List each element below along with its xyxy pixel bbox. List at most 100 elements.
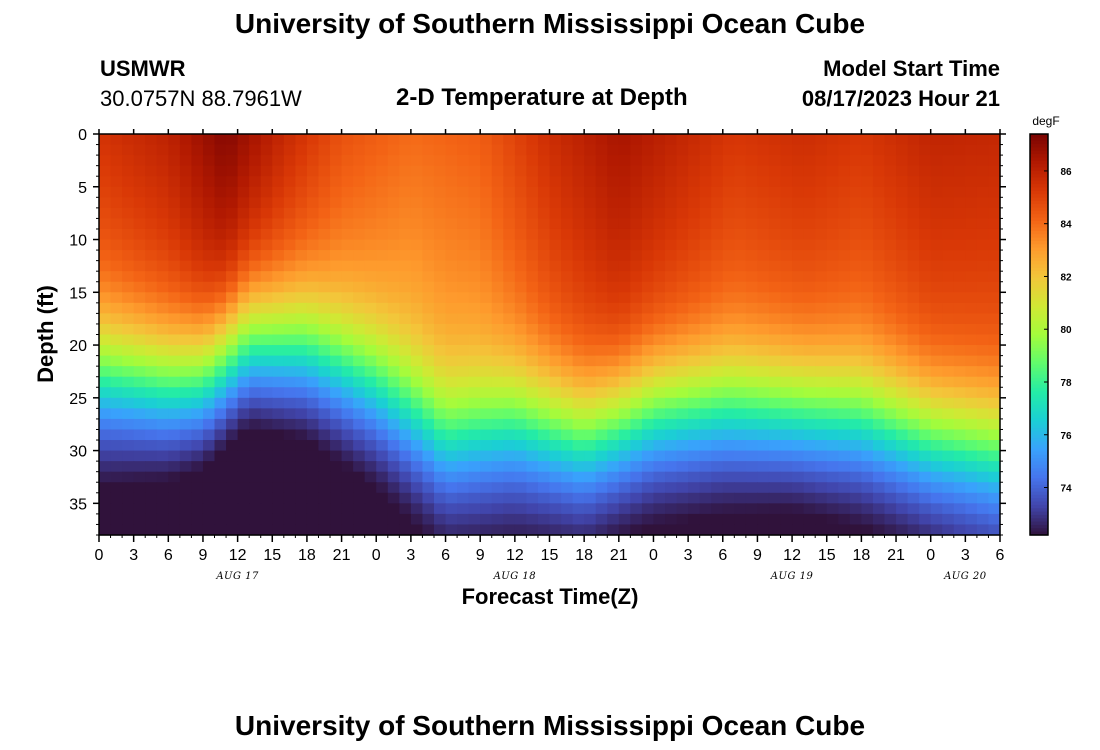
- heatmap-cell: [907, 313, 920, 325]
- heatmap-cell: [607, 134, 620, 146]
- colorbar-segment: [1030, 334, 1048, 339]
- heatmap-cell: [595, 366, 608, 378]
- heatmap-cell: [122, 239, 135, 251]
- heatmap-cell: [942, 313, 955, 325]
- heatmap-cell: [514, 387, 527, 399]
- heatmap-cell: [792, 503, 805, 515]
- heatmap-cell: [745, 186, 759, 198]
- y-tick-label: 15: [69, 285, 87, 302]
- heatmap-cell: [503, 461, 516, 473]
- heatmap-cell: [306, 176, 320, 188]
- heatmap-cell: [353, 281, 366, 293]
- heatmap-cell: [699, 450, 712, 462]
- heatmap-cell: [422, 186, 435, 198]
- heatmap-cell: [919, 524, 932, 536]
- heatmap-cell: [641, 239, 655, 251]
- heatmap-cell: [561, 260, 574, 272]
- heatmap-cell: [618, 366, 631, 378]
- heatmap-cell: [260, 397, 273, 409]
- heatmap-cell: [295, 440, 308, 452]
- heatmap-cell: [803, 482, 816, 494]
- heatmap-cell: [907, 165, 920, 177]
- heatmap-cell: [861, 492, 874, 504]
- heatmap-cell: [942, 345, 955, 357]
- heatmap-cell: [595, 323, 608, 336]
- heatmap-cell: [168, 513, 181, 526]
- heatmap-cell: [457, 207, 470, 220]
- heatmap-cell: [260, 513, 273, 526]
- heatmap-cell: [849, 429, 862, 441]
- x-date-label: AUG 18: [493, 571, 537, 582]
- heatmap-cell: [226, 355, 239, 367]
- heatmap-cell: [110, 144, 123, 156]
- heatmap-cell: [884, 524, 897, 536]
- heatmap-cell: [237, 418, 250, 431]
- heatmap-cell: [330, 440, 343, 452]
- heatmap-cell: [110, 176, 123, 188]
- heatmap-cell: [618, 197, 631, 209]
- heatmap-cell: [953, 429, 966, 441]
- heatmap-cell: [122, 482, 135, 494]
- heatmap-cell: [330, 471, 343, 483]
- heatmap-cell: [849, 440, 862, 452]
- heatmap-cell: [584, 471, 597, 483]
- heatmap-cell: [618, 281, 631, 293]
- heatmap-cell: [237, 524, 250, 536]
- heatmap-cell: [826, 165, 839, 177]
- heatmap-cell: [826, 461, 839, 473]
- heatmap-cell: [641, 271, 655, 283]
- heatmap-cell: [260, 450, 273, 462]
- heatmap-cell: [156, 429, 169, 441]
- heatmap-cell: [653, 228, 666, 241]
- heatmap-cell: [526, 250, 539, 262]
- heatmap-cell: [711, 376, 724, 388]
- heatmap-cell: [907, 144, 920, 156]
- heatmap-cell: [376, 313, 389, 325]
- heatmap-cell: [168, 471, 181, 483]
- heatmap-cell: [179, 440, 193, 452]
- heatmap-cell: [607, 461, 620, 473]
- heatmap-cell: [896, 492, 909, 504]
- heatmap-cell: [630, 207, 643, 220]
- heatmap-cell: [676, 165, 689, 177]
- heatmap-cell: [122, 144, 135, 156]
- heatmap-cell: [676, 302, 689, 314]
- heatmap-cell: [283, 165, 296, 177]
- heatmap-cell: [965, 144, 978, 156]
- heatmap-cell: [306, 207, 320, 220]
- heatmap-cell: [907, 376, 920, 388]
- heatmap-cell: [376, 397, 389, 409]
- heatmap-cell: [306, 281, 320, 293]
- heatmap-cell: [376, 471, 389, 483]
- heatmap-cell: [503, 355, 516, 367]
- heatmap-cell: [976, 155, 990, 167]
- heatmap-cell: [376, 186, 389, 198]
- heatmap-cell: [711, 302, 724, 314]
- heatmap-cell: [826, 250, 839, 262]
- heatmap-cell: [780, 207, 793, 220]
- heatmap-cell: [722, 165, 735, 177]
- heatmap-cell: [145, 408, 158, 420]
- heatmap-cell: [410, 134, 424, 146]
- heatmap-cell: [422, 461, 435, 473]
- heatmap-cell: [457, 345, 470, 357]
- heatmap-cell: [907, 366, 920, 378]
- heatmap-cell: [226, 218, 239, 230]
- heatmap-cell: [122, 471, 135, 483]
- heatmap-cell: [295, 292, 308, 304]
- heatmap-cell: [780, 334, 793, 346]
- heatmap-cell: [953, 260, 966, 272]
- heatmap-cell: [584, 355, 597, 367]
- heatmap-cell: [283, 440, 296, 452]
- heatmap-cell: [745, 355, 759, 367]
- heatmap-cell: [353, 513, 366, 526]
- colorbar-segment: [1030, 284, 1048, 289]
- heatmap-cell: [780, 482, 793, 494]
- heatmap-cell: [260, 250, 273, 262]
- heatmap-cell: [433, 355, 447, 367]
- heatmap-cell: [283, 345, 296, 357]
- heatmap-cell: [757, 134, 770, 146]
- colorbar-segment: [1030, 170, 1048, 175]
- heatmap-cell: [896, 408, 909, 420]
- heatmap-cell: [353, 323, 366, 336]
